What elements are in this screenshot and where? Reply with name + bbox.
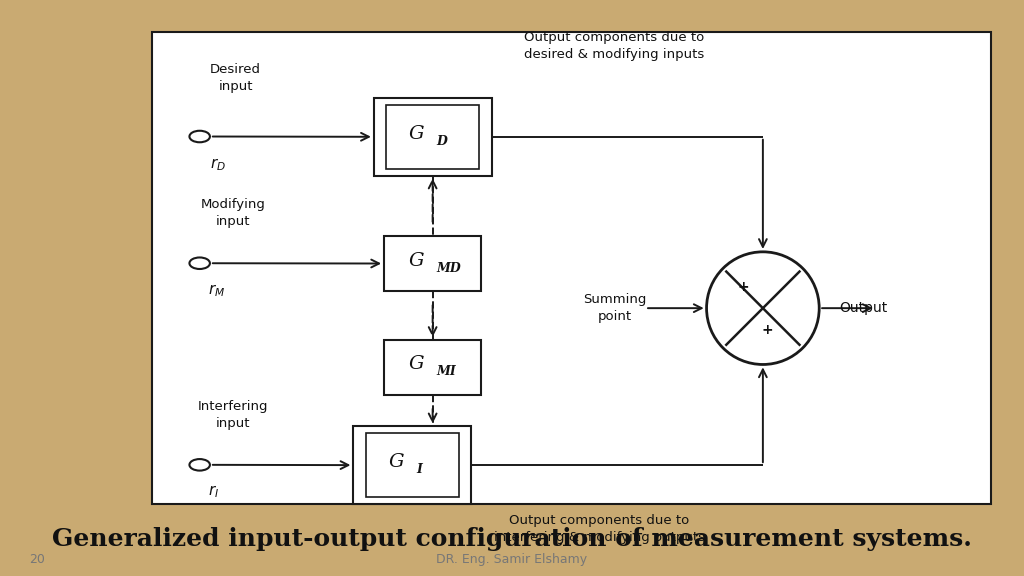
Text: Interfering
input: Interfering input (199, 400, 268, 430)
Text: 20: 20 (29, 552, 45, 566)
Text: Output: Output (840, 301, 888, 315)
Bar (353, 426, 471, 504)
Text: +: + (762, 323, 773, 336)
Text: Output components due to
interfering & modifying outputs: Output components due to interfering & m… (494, 514, 705, 544)
Text: G: G (409, 252, 424, 270)
Text: $r_M$: $r_M$ (208, 283, 225, 299)
Text: Output components due to
desired & modifying inputs: Output components due to desired & modif… (524, 31, 705, 61)
Text: MI: MI (436, 365, 457, 378)
Circle shape (189, 131, 210, 142)
Text: Generalized input-output configuration of measurement systems.: Generalized input-output configuration o… (52, 526, 972, 551)
Bar (384, 340, 481, 395)
Bar (384, 236, 481, 291)
Bar (386, 105, 479, 169)
Text: MD: MD (436, 262, 462, 275)
Circle shape (189, 257, 210, 269)
Text: +: + (737, 280, 749, 294)
Text: I: I (416, 463, 422, 476)
Text: $r_D$: $r_D$ (210, 156, 226, 172)
Ellipse shape (707, 252, 819, 365)
Text: Summing
point: Summing point (583, 293, 646, 323)
Bar (374, 98, 492, 176)
Circle shape (189, 459, 210, 471)
Text: G: G (409, 355, 424, 373)
Text: $r_I$: $r_I$ (208, 483, 219, 499)
Text: DR. Eng. Samir Elshamy: DR. Eng. Samir Elshamy (436, 552, 588, 566)
Bar (152, 32, 991, 504)
Text: D: D (436, 135, 447, 148)
Text: G: G (388, 453, 403, 471)
Text: G: G (409, 125, 424, 143)
Bar (366, 433, 459, 497)
Text: Modifying
input: Modifying input (201, 198, 266, 228)
Text: Desired
input: Desired input (210, 63, 261, 93)
